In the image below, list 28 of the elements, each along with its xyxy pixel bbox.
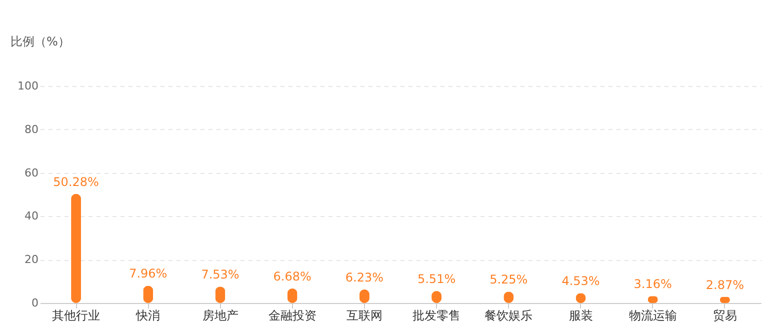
x-tick-label: 互联网 <box>346 308 382 322</box>
x-tick-label: 金融投资 <box>268 308 316 322</box>
data-label: 50.28% <box>53 174 99 189</box>
x-tick-label: 物流运输 <box>628 308 677 322</box>
data-label: 7.53% <box>201 268 240 282</box>
x-tick-label: 贸易 <box>712 308 737 322</box>
y-tick-label: 40 <box>24 210 38 223</box>
y-tick-label: 100 <box>18 80 38 92</box>
y-tick-label: 0 <box>32 296 38 310</box>
data-label: 3.16% <box>634 277 672 292</box>
y-tick-label: 60 <box>24 166 38 180</box>
data-label: 5.25% <box>490 272 528 287</box>
x-tick-label: 餐饮娱乐 <box>484 308 533 322</box>
x-tick-label: 房地产 <box>202 308 238 322</box>
data-label: 6.68% <box>273 270 312 284</box>
x-tick-label: 批发零售 <box>412 308 461 322</box>
data-label: 7.96% <box>129 266 168 281</box>
x-tick-label: 快消 <box>135 308 160 322</box>
y-tick-label: 80 <box>24 122 38 136</box>
data-label: 6.23% <box>345 270 384 284</box>
y-tick-label: 20 <box>24 253 38 266</box>
x-tick-label: 其他行业 <box>52 308 100 322</box>
y-axis-title: 比例（%） <box>10 34 70 48</box>
x-tick-label: 服装 <box>568 308 593 322</box>
data-label: 2.87% <box>706 278 744 292</box>
data-label: 5.51% <box>417 272 456 286</box>
data-label: 4.53% <box>562 274 600 288</box>
bar <box>71 194 82 303</box>
